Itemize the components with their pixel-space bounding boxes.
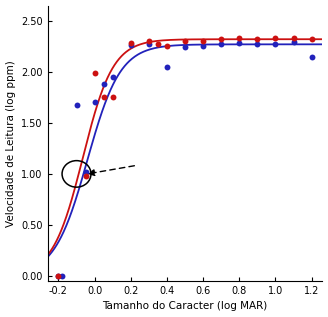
Point [128, 41, 133, 46]
Point [218, 42, 224, 47]
Point [101, 81, 106, 87]
Point [255, 37, 260, 42]
Point [83, 173, 88, 178]
Point [291, 40, 296, 45]
Point [59, 273, 65, 278]
X-axis label: Tamanho do Caracter (log MAR): Tamanho do Caracter (log MAR) [102, 301, 268, 311]
Point [83, 169, 88, 174]
Point [255, 42, 260, 47]
Point [56, 273, 61, 278]
Point [56, 273, 61, 278]
Point [128, 43, 133, 48]
Point [92, 70, 97, 75]
Point [110, 74, 115, 80]
Point [236, 36, 242, 41]
Point [218, 37, 224, 42]
Point [273, 36, 278, 41]
Point [155, 42, 160, 47]
Point [92, 100, 97, 105]
Point [146, 42, 152, 47]
Point [146, 39, 152, 44]
Point [236, 41, 242, 46]
Point [182, 45, 188, 50]
Point [101, 95, 106, 100]
Point [309, 54, 314, 59]
Point [291, 36, 296, 41]
Point [164, 64, 170, 69]
Point [273, 42, 278, 47]
Point [110, 95, 115, 100]
Point [74, 102, 79, 107]
Point [164, 44, 170, 49]
Point [200, 39, 206, 44]
Point [182, 39, 188, 44]
Point [200, 44, 206, 49]
Y-axis label: Velocidade de Leitura (log ppm): Velocidade de Leitura (log ppm) [6, 60, 15, 227]
Point [309, 37, 314, 42]
